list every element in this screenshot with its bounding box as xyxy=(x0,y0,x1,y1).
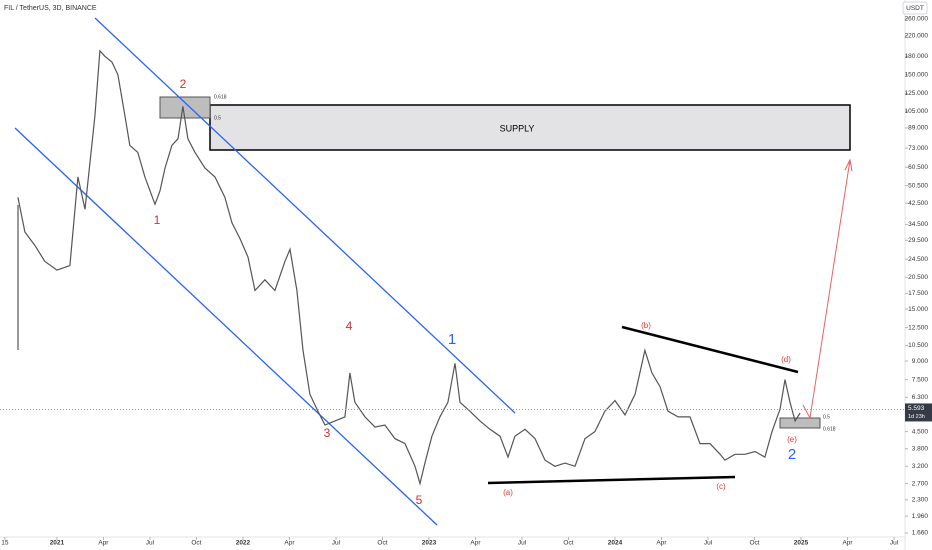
wave-label: 1 xyxy=(448,331,456,348)
projection-arrow xyxy=(802,158,853,420)
wave-label: 1 xyxy=(154,213,161,227)
x-tick-label: Oct xyxy=(377,540,387,547)
y-tick-label: 17.500 xyxy=(908,290,928,297)
x-tick-label: Apr xyxy=(284,540,295,547)
y-tick-label: 34.500 xyxy=(908,221,928,228)
triangle-lower xyxy=(487,475,736,485)
y-tick-label: 50.500 xyxy=(908,182,928,189)
y-tick-label: 29.500 xyxy=(908,237,928,244)
y-tick-label: 125.000 xyxy=(905,90,929,97)
wave-label: (c) xyxy=(716,482,726,491)
x-tick-label: Apr xyxy=(470,540,481,547)
y-tick-label: 2.700 xyxy=(912,480,929,487)
y-tick-label: 15.000 xyxy=(908,306,928,313)
y-tick-label: 1.960 xyxy=(912,513,929,520)
y-tick-label: 7.500 xyxy=(912,376,929,383)
x-tick-label: 2025 xyxy=(794,540,809,547)
y-tick-label: 60.500 xyxy=(908,164,928,171)
y-tick-label: 260.000 xyxy=(905,16,929,23)
currency: USDT xyxy=(906,5,924,12)
x-tick-label: 15 xyxy=(1,540,9,547)
fib-zone xyxy=(779,417,821,429)
y-tick-label: 3.800 xyxy=(912,445,929,452)
y-tick-label: 3.200 xyxy=(912,463,929,470)
supply-zone xyxy=(209,104,851,151)
y-tick-label: 12.500 xyxy=(908,324,928,331)
y-tick-label: 105.000 xyxy=(905,108,929,115)
chart-title: FIL / TetherUS, 3D, BINANCE xyxy=(4,5,97,12)
y-tick-label: 24.500 xyxy=(908,256,928,263)
x-tick-label: 2024 xyxy=(608,540,623,547)
wave-label: 2 xyxy=(788,446,796,463)
x-tick-label: Oct xyxy=(191,540,201,547)
fib-zone xyxy=(159,96,211,119)
x-tick-label: Oct xyxy=(563,540,573,547)
countdown-label: 1d 23h xyxy=(908,414,925,420)
x-tick-label: 2022 xyxy=(236,540,251,547)
x-tick-label: Oct xyxy=(749,540,759,547)
y-tick-label: 89.000 xyxy=(908,125,928,132)
y-tick-label: 220.000 xyxy=(905,33,929,40)
x-tick-label: Jul xyxy=(332,540,341,547)
wave-label: 2 xyxy=(180,77,187,91)
fib-label: 0.618 xyxy=(823,426,836,432)
y-tick-label: 1.660 xyxy=(912,530,929,537)
wave-label: (e) xyxy=(787,435,797,444)
y-tick-label: 4.500 xyxy=(912,428,929,435)
wave-label: (b) xyxy=(641,321,651,330)
y-tick-label: 42.500 xyxy=(908,200,928,207)
price-line xyxy=(17,49,801,486)
y-tick-label: 9.000 xyxy=(912,358,929,365)
last-price-label: 5.593 xyxy=(908,405,925,412)
y-tick-label: 2.300 xyxy=(912,497,929,504)
x-tick-label: 2021 xyxy=(50,540,65,547)
wave-label: 5 xyxy=(416,493,423,507)
wave-label: (a) xyxy=(503,488,513,497)
channel-upper xyxy=(94,17,516,414)
supply-label: SUPPLY xyxy=(500,123,535,133)
currency-box[interactable] xyxy=(902,1,928,15)
y-tick-label: 73.000 xyxy=(908,145,928,152)
y-tick-label: 180.000 xyxy=(905,53,929,60)
wave-label: 3 xyxy=(324,426,331,440)
x-tick-label: Jul xyxy=(890,540,899,547)
y-tick-label: 150.000 xyxy=(905,72,929,79)
triangle-upper xyxy=(621,325,799,374)
fib-label: 0.5 xyxy=(214,115,221,121)
channel-lower xyxy=(14,127,438,526)
x-tick-label: Jul xyxy=(518,540,527,547)
fib-label: 0.5 xyxy=(823,414,830,420)
y-tick-label: 10.500 xyxy=(908,342,928,349)
x-tick-label: Jul xyxy=(704,540,713,547)
x-tick-label: Apr xyxy=(656,540,667,547)
x-tick-label: Apr xyxy=(842,540,853,547)
y-tick-label: 6.300 xyxy=(912,394,929,401)
last-price-box xyxy=(905,403,932,422)
fib-label: 0.618 xyxy=(214,94,227,100)
wave-label: (d) xyxy=(781,355,791,364)
y-tick-label: 20.500 xyxy=(908,274,928,281)
x-tick-label: 2023 xyxy=(422,540,437,547)
wave-label: 4 xyxy=(346,319,353,333)
x-tick-label: Apr xyxy=(98,540,109,547)
x-tick-label: Jul xyxy=(146,540,155,547)
